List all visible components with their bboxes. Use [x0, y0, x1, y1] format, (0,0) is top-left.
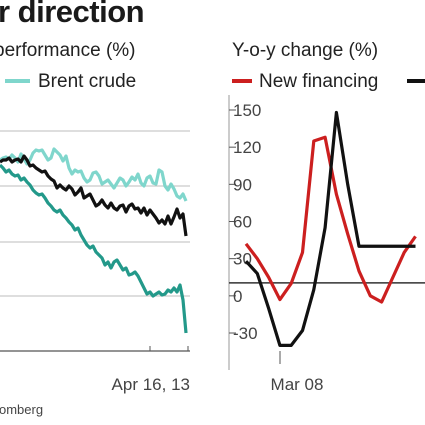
performance-series — [0, 147, 188, 334]
series-line-black — [244, 110, 416, 347]
yoy-x-tick-label: Mar 08 — [271, 375, 324, 394]
y-tick-label: -30 — [233, 324, 258, 343]
legend-label-brent-crude: Brent crude — [38, 71, 136, 92]
performance-panel: performance (%) Brent crude 2 Apr 16, 13 — [0, 40, 190, 394]
source-note: omberg — [0, 402, 44, 417]
legend-label-new-financing: New financing — [259, 71, 378, 92]
series-line-0 — [0, 147, 188, 202]
performance-gridlines — [0, 130, 190, 297]
y-tick-label: 60 — [233, 213, 252, 232]
series-line-2 — [0, 163, 188, 334]
yoy-panel-title: Y-o-y change (%) — [232, 40, 378, 61]
figure-title: r direction — [0, 0, 145, 29]
yoy-change-panel: Y-o-y change (%) New financing 150 120 90 6… — [228, 40, 425, 394]
y-tick-label: 150 — [233, 101, 261, 120]
performance-x-tick-label: Apr 16, 13 — [112, 375, 190, 394]
performance-panel-title: performance (%) — [0, 40, 136, 61]
y-tick-label: 120 — [233, 138, 261, 157]
yoy-series — [244, 110, 417, 347]
y-tick-label: 90 — [233, 175, 252, 194]
y-tick-label: 0 — [233, 287, 242, 306]
series-line-1 — [0, 154, 188, 237]
